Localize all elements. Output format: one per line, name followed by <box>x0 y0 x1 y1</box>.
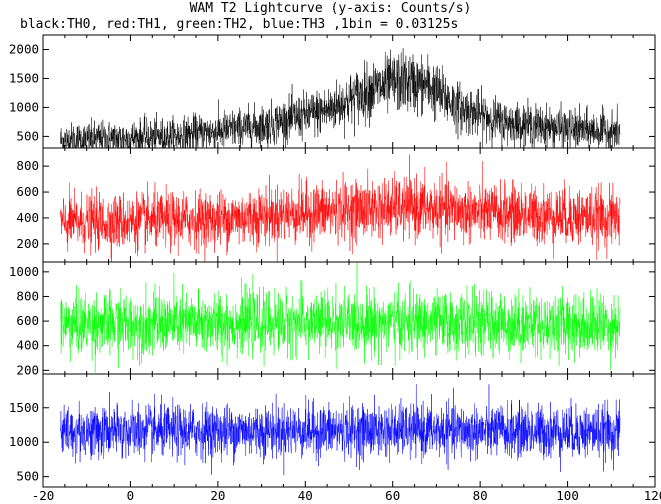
y-tick-label: 2000 <box>9 41 39 56</box>
chart-subtitle: black:TH0, red:TH1, green:TH2, blue:TH3 … <box>20 17 459 32</box>
y-tick-label: 400 <box>16 338 39 353</box>
x-tick-label: -20 <box>32 488 55 503</box>
y-tick-label: 1000 <box>9 264 39 279</box>
series-TH3 <box>60 384 621 476</box>
panel-TH2: 200 400 600 800 1000 <box>9 261 656 377</box>
y-tick-label: 1500 <box>9 400 39 415</box>
y-tick-label: 200 <box>16 362 39 377</box>
series-TH2 <box>60 262 621 373</box>
y-tick-label: 600 <box>16 313 39 328</box>
y-tick-label: 200 <box>16 236 39 251</box>
panel-TH0: 500 1000 1500 2000 <box>9 34 656 149</box>
x-tick-label: 20 <box>210 488 225 503</box>
x-tick-label: 80 <box>473 488 488 503</box>
chart-title: WAM T2 Lightcurve (y-axis: Counts/s) <box>189 1 472 16</box>
y-tick-label: 1000 <box>9 434 39 449</box>
x-tick-label: 0 <box>127 488 135 503</box>
y-tick-label: 500 <box>16 128 39 143</box>
panel-TH3: 500 1000 1500 <box>9 373 656 488</box>
x-tick-label: 40 <box>298 488 313 503</box>
y-tick-label: 1500 <box>9 70 39 85</box>
x-axis: -20 0 20 40 60 80 100 120 <box>32 488 661 503</box>
x-tick-label: 120 <box>644 488 661 503</box>
series-TH1 <box>60 154 621 262</box>
y-tick-label: 800 <box>16 158 39 173</box>
y-tick-label: 400 <box>16 210 39 225</box>
x-tick-label: 60 <box>385 488 400 503</box>
y-tick-label: 1000 <box>9 99 39 114</box>
panel-TH1: 200 400 600 800 <box>16 147 656 263</box>
y-tick-label: 600 <box>16 184 39 199</box>
y-tick-label: 500 <box>16 469 39 484</box>
series-TH0 <box>60 48 621 148</box>
x-tick-label: 100 <box>556 488 579 503</box>
y-tick-label: 800 <box>16 288 39 303</box>
